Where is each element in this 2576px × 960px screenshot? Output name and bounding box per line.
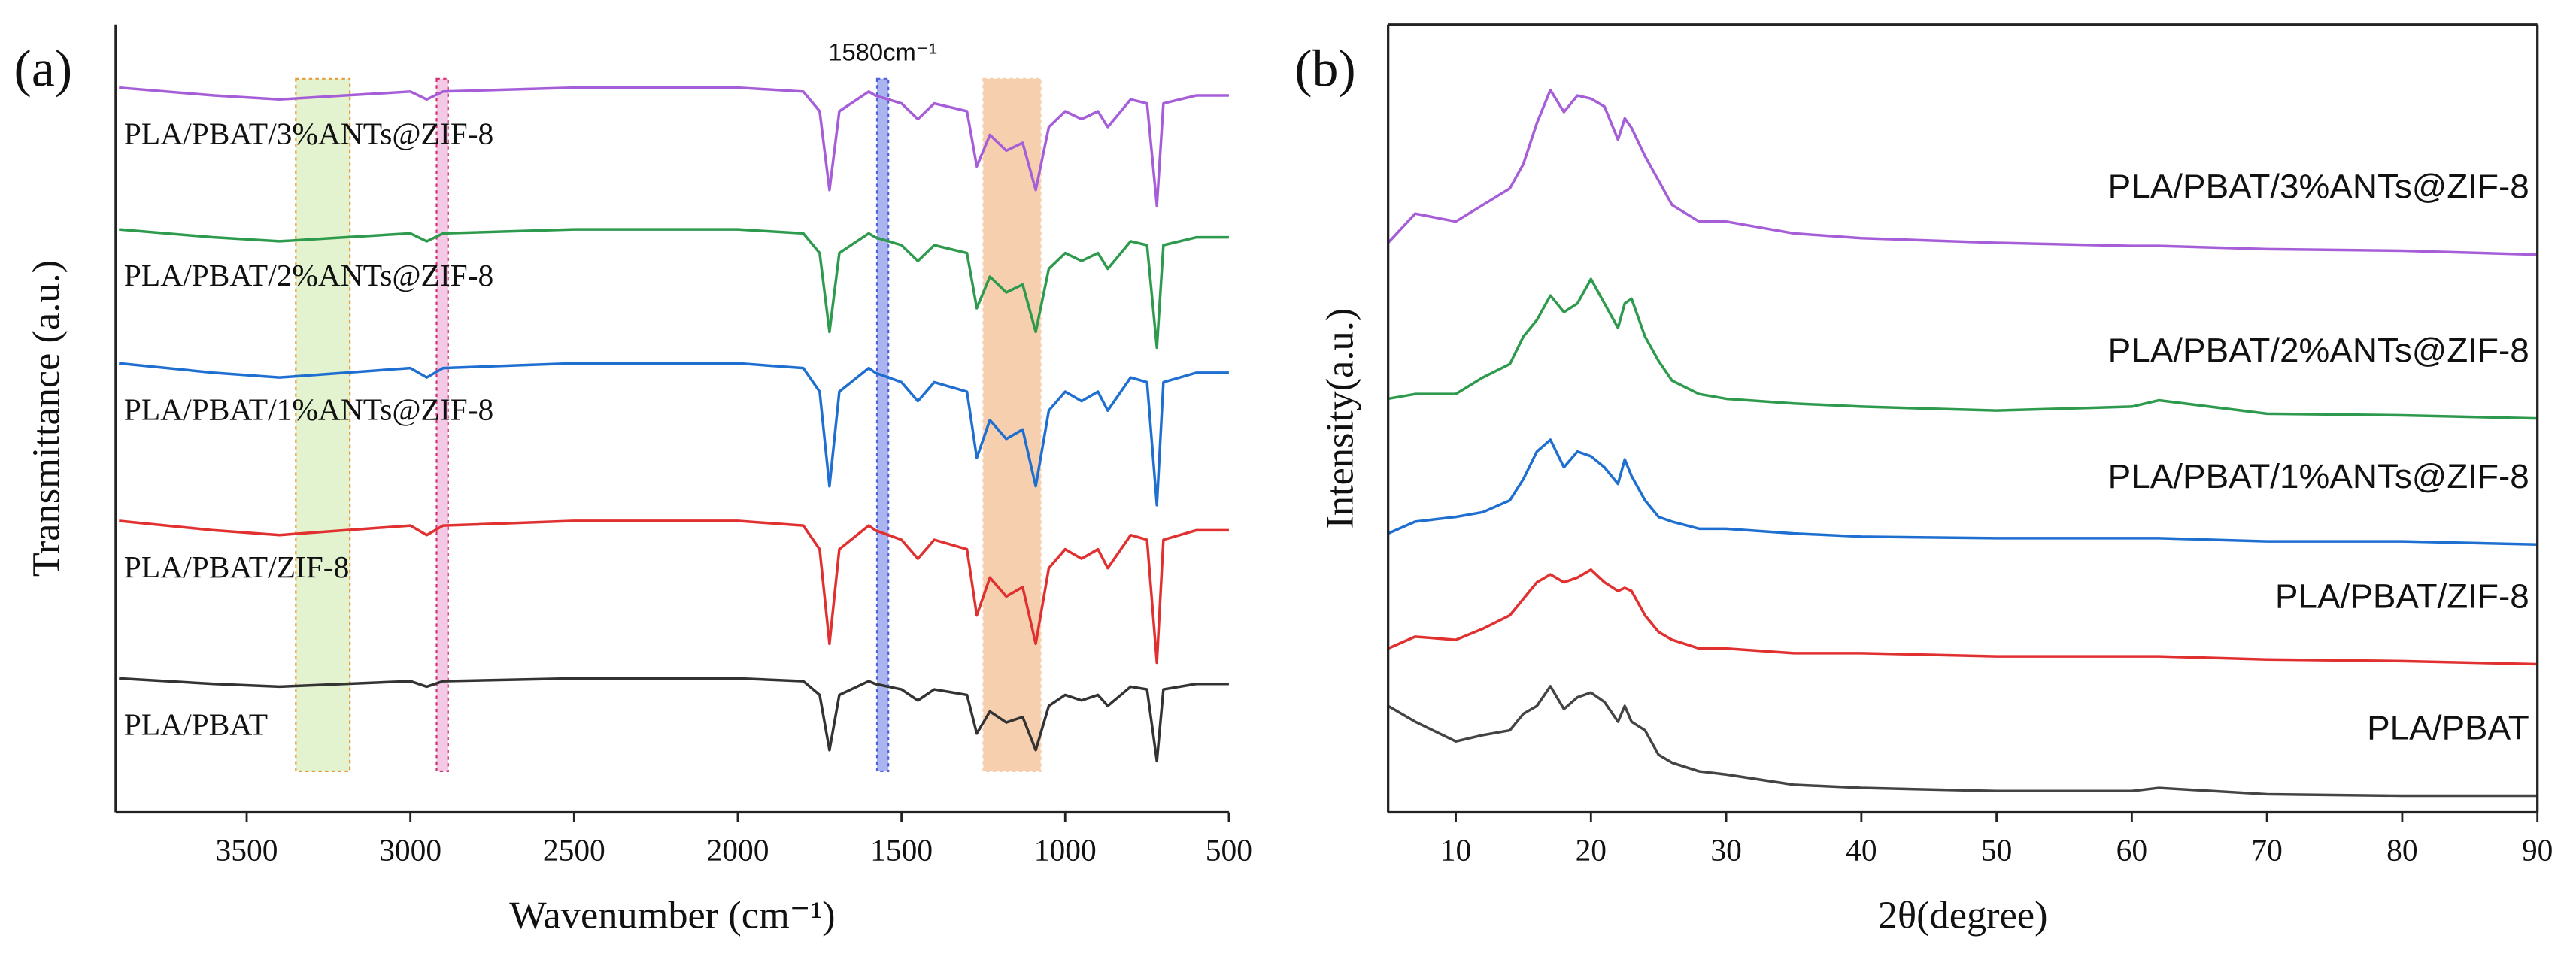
x-tick-label: 3500 <box>216 833 278 868</box>
x-tick-label: 2000 <box>707 833 769 868</box>
spectrum-line <box>1387 568 2538 666</box>
spectrum-line <box>119 677 1229 763</box>
panel: 1580cm⁻¹ PLA/PBAT/3%ANTs@ZIF-8 PLA/PBAT/2%… <box>14 24 1252 937</box>
series-label: PLA/PBAT/2%ANTs@ZIF-8 <box>2108 331 2529 369</box>
series-label: PLA/PBAT <box>2367 708 2529 746</box>
spectrum-line <box>119 228 1229 350</box>
y-axis-title: Transmittance (a.u.) <box>25 260 68 577</box>
highlight-band <box>295 77 351 773</box>
spectrum-line <box>1388 277 2538 420</box>
x-tick-label: 30 <box>1710 833 1741 868</box>
x-axis-title: 2θ(degree) <box>1878 893 2048 937</box>
highlight-band <box>982 77 1042 773</box>
series-label: PLA/PBAT/ZIF-8 <box>2275 577 2529 615</box>
x-tick-label: 500 <box>1206 833 1252 868</box>
highlight-band <box>875 77 890 773</box>
series-label: PLA/PBAT <box>124 707 268 741</box>
x-tick-label: 3000 <box>379 833 441 868</box>
spectrum-line <box>1387 88 2538 256</box>
spectrum-line <box>1387 438 2538 547</box>
panel-label: (a) <box>14 40 73 98</box>
x-axis-title: Wavenumber (cm⁻¹) <box>509 893 835 937</box>
series-label: PLA/PBAT/3%ANTs@ZIF-8 <box>2108 167 2529 205</box>
series-label: PLA/PBAT/2%ANTs@ZIF-8 <box>124 258 493 292</box>
series-label: PLA/PBAT/ZIF-8 <box>124 550 350 584</box>
x-tick-label: 20 <box>1576 833 1607 868</box>
y-axis-title: Intensity(a.u.) <box>1318 308 1362 529</box>
spectrum-line <box>119 86 1229 207</box>
x-tick-label: 60 <box>2116 833 2147 868</box>
annotation: 1580cm⁻¹ <box>828 38 937 66</box>
panel-label: (b) <box>1294 40 1355 98</box>
x-tick-label: 1500 <box>870 833 933 868</box>
x-tick-label: 90 <box>2522 833 2553 868</box>
x-tick-label: 50 <box>1981 833 2012 868</box>
spectrum-line <box>119 519 1229 665</box>
panel: PLA/PBAT/3%ANTs@ZIF-8 PLA/PBAT/2%ANTs@ZIF… <box>1294 23 2553 937</box>
spectrum-line <box>119 362 1229 507</box>
x-tick-label: 10 <box>1440 833 1471 868</box>
series-label: PLA/PBAT/1%ANTs@ZIF-8 <box>2108 457 2529 495</box>
x-tick-label: 2500 <box>543 833 605 868</box>
highlight-band <box>435 77 449 773</box>
x-tick-label: 70 <box>2251 833 2282 868</box>
spectrum-line <box>1387 685 2538 798</box>
x-tick-label: 40 <box>1846 833 1877 868</box>
series-label: PLA/PBAT/3%ANTs@ZIF-8 <box>124 117 493 151</box>
series-label: PLA/PBAT/1%ANTs@ZIF-8 <box>124 392 493 426</box>
x-tick-label: 1000 <box>1034 833 1097 868</box>
x-tick-label: 80 <box>2386 833 2417 868</box>
